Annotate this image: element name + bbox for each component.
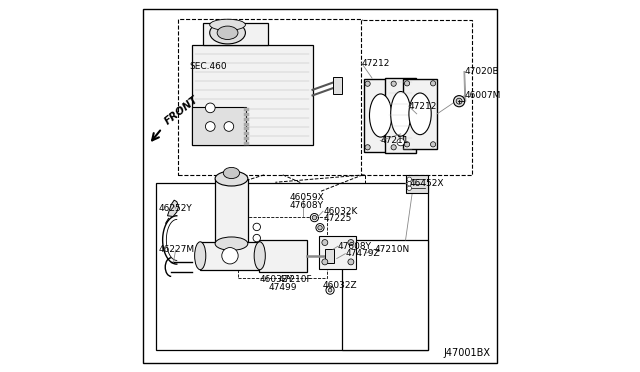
Ellipse shape — [316, 224, 324, 232]
Text: 47608Y: 47608Y — [338, 242, 372, 251]
Text: 47225: 47225 — [324, 214, 352, 223]
Ellipse shape — [210, 19, 245, 31]
Text: 47608Y: 47608Y — [289, 201, 323, 210]
Ellipse shape — [365, 81, 370, 86]
Polygon shape — [168, 200, 179, 217]
Ellipse shape — [391, 145, 396, 150]
Ellipse shape — [205, 122, 215, 131]
Text: 47210F: 47210F — [278, 275, 312, 284]
Ellipse shape — [223, 167, 239, 179]
Ellipse shape — [407, 182, 412, 186]
Text: 46252Y: 46252Y — [158, 204, 192, 213]
Bar — [319, 236, 356, 269]
Bar — [333, 77, 342, 93]
Text: 47212: 47212 — [408, 102, 437, 110]
Bar — [156, 183, 428, 350]
Ellipse shape — [390, 92, 411, 136]
Ellipse shape — [407, 186, 412, 190]
Text: 47020B: 47020B — [465, 67, 499, 76]
Ellipse shape — [322, 240, 328, 246]
Bar — [215, 179, 248, 244]
Ellipse shape — [409, 93, 431, 135]
Bar — [364, 79, 397, 152]
Text: 46032K: 46032K — [324, 207, 358, 216]
Text: J47001BX: J47001BX — [444, 348, 490, 358]
Ellipse shape — [348, 240, 354, 246]
Text: 46452X: 46452X — [410, 179, 444, 187]
Bar — [403, 79, 437, 149]
Ellipse shape — [456, 98, 462, 104]
Bar — [342, 240, 428, 350]
Text: SEC.460: SEC.460 — [189, 62, 227, 71]
Ellipse shape — [454, 96, 465, 107]
Bar — [191, 45, 312, 145]
Ellipse shape — [254, 242, 266, 270]
Bar — [191, 107, 246, 145]
Ellipse shape — [328, 288, 332, 292]
Bar — [361, 20, 472, 175]
Text: 47212: 47212 — [362, 59, 390, 68]
Text: 46059X: 46059X — [289, 193, 324, 202]
Bar — [385, 78, 416, 153]
Ellipse shape — [431, 142, 436, 147]
Text: 46007M: 46007M — [465, 92, 500, 100]
Ellipse shape — [215, 237, 248, 250]
Bar — [238, 217, 328, 278]
Ellipse shape — [369, 94, 392, 137]
Text: 47210N: 47210N — [375, 245, 410, 254]
Ellipse shape — [391, 81, 396, 86]
Ellipse shape — [322, 259, 328, 265]
Ellipse shape — [312, 215, 317, 220]
Ellipse shape — [205, 103, 215, 113]
Ellipse shape — [431, 81, 436, 86]
Ellipse shape — [195, 242, 206, 270]
Ellipse shape — [224, 122, 234, 131]
Ellipse shape — [404, 81, 410, 86]
Ellipse shape — [326, 286, 334, 294]
Text: 46227M: 46227M — [158, 246, 195, 254]
Bar — [259, 240, 307, 272]
Ellipse shape — [217, 26, 238, 39]
Bar — [406, 175, 428, 193]
Text: 47499: 47499 — [269, 283, 297, 292]
Ellipse shape — [222, 248, 238, 264]
Ellipse shape — [404, 142, 410, 147]
Text: FRONT: FRONT — [163, 94, 200, 126]
Text: 46032Z: 46032Z — [323, 281, 358, 290]
Ellipse shape — [407, 177, 412, 182]
Ellipse shape — [365, 145, 370, 150]
Text: 47211: 47211 — [380, 136, 409, 145]
Ellipse shape — [253, 234, 260, 242]
Ellipse shape — [215, 171, 248, 186]
Text: 46032Y: 46032Y — [260, 275, 294, 284]
Ellipse shape — [310, 214, 319, 222]
Ellipse shape — [348, 259, 354, 265]
Ellipse shape — [210, 22, 245, 44]
Bar — [200, 242, 260, 270]
Bar — [203, 23, 268, 45]
Ellipse shape — [397, 138, 404, 146]
Ellipse shape — [318, 225, 322, 230]
Bar — [178, 19, 362, 175]
Ellipse shape — [253, 223, 260, 231]
Text: 47479Z: 47479Z — [346, 249, 380, 258]
Bar — [325, 249, 334, 263]
